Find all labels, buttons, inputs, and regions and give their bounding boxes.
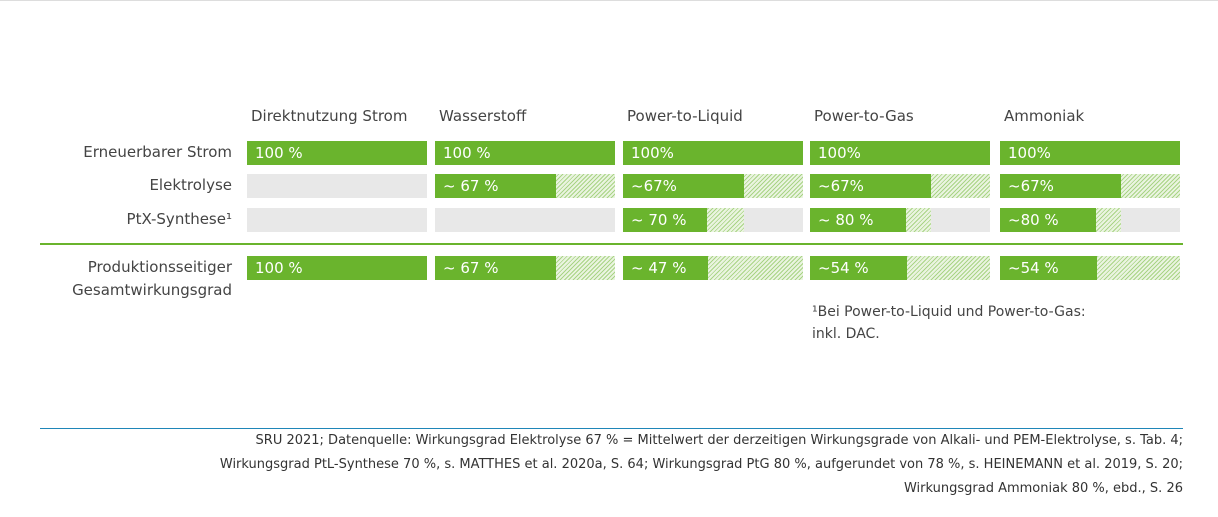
cell bbox=[435, 208, 615, 232]
row-label: Produktionsseitiger Gesamtwirkungsgrad bbox=[72, 258, 232, 299]
column-header: Wasserstoff bbox=[439, 107, 527, 125]
bar bbox=[247, 141, 427, 165]
cell: ~67% bbox=[810, 174, 990, 198]
cell: 100 % bbox=[247, 256, 427, 280]
bar bbox=[435, 256, 556, 280]
bar bbox=[810, 208, 907, 232]
cell: 100% bbox=[623, 141, 803, 165]
bar bbox=[623, 141, 803, 165]
cell: ~54 % bbox=[1000, 256, 1180, 280]
value-label: ~67% bbox=[1008, 177, 1054, 195]
bar bbox=[1000, 141, 1180, 165]
bar bbox=[1000, 174, 1121, 198]
bar bbox=[1000, 256, 1098, 280]
value-label: 100% bbox=[818, 144, 861, 162]
value-label: ~67% bbox=[631, 177, 677, 195]
row-label: Elektrolyse bbox=[149, 176, 232, 194]
cell: ~67% bbox=[1000, 174, 1180, 198]
bar bbox=[435, 174, 556, 198]
value-label: 100 % bbox=[255, 144, 303, 162]
footnote: ¹Bei Power-to-Liquid und Power-to-Gas: bbox=[812, 304, 1086, 320]
cell: 100% bbox=[810, 141, 990, 165]
cell: 100 % bbox=[435, 141, 615, 165]
row-label: PtX-Synthese¹ bbox=[126, 210, 232, 228]
value-label: ~80 % bbox=[1008, 211, 1059, 229]
cell: ~ 70 % bbox=[623, 208, 803, 232]
cell bbox=[247, 174, 427, 198]
bar bbox=[810, 174, 931, 198]
cell: ~80 % bbox=[1000, 208, 1180, 232]
bar bbox=[623, 256, 708, 280]
value-label: ~67% bbox=[818, 177, 864, 195]
value-label: ~ 70 % bbox=[631, 211, 687, 229]
column-header: Power-to-Liquid bbox=[627, 107, 743, 125]
cell: 100% bbox=[1000, 141, 1180, 165]
bar bbox=[247, 256, 427, 280]
bar bbox=[623, 208, 708, 232]
source-rule bbox=[40, 428, 1183, 429]
cell: ~ 47 % bbox=[623, 256, 803, 280]
source: SRU 2021; Datenquelle: Wirkungsgrad Elek… bbox=[255, 433, 1183, 448]
cell: ~67% bbox=[623, 174, 803, 198]
cell: 100 % bbox=[247, 141, 427, 165]
cell: ~ 80 % bbox=[810, 208, 990, 232]
value-label: ~ 80 % bbox=[818, 211, 874, 229]
value-label: ~54 % bbox=[818, 259, 869, 277]
value-label: ~ 47 % bbox=[631, 259, 687, 277]
value-label: 100 % bbox=[255, 259, 303, 277]
bar bbox=[810, 141, 990, 165]
value-label: ~ 67 % bbox=[443, 177, 499, 195]
value-label: ~ 67 % bbox=[443, 259, 499, 277]
bar bbox=[1000, 208, 1097, 232]
bar bbox=[623, 174, 744, 198]
value-label: 100% bbox=[1008, 144, 1051, 162]
source: Wirkungsgrad Ammoniak 80 %, ebd., S. 26 bbox=[903, 481, 1183, 496]
cell: ~ 67 % bbox=[435, 174, 615, 198]
cell: ~54 % bbox=[810, 256, 990, 280]
value-label: 100% bbox=[631, 144, 674, 162]
column-header: Ammoniak bbox=[1004, 107, 1085, 125]
bar bbox=[435, 141, 615, 165]
row-label: Erneuerbarer Strom bbox=[83, 143, 232, 161]
cell: ~ 67 % bbox=[435, 256, 615, 280]
cell bbox=[247, 208, 427, 232]
value-label: ~54 % bbox=[1008, 259, 1059, 277]
footnote: inkl. DAC. bbox=[812, 326, 880, 342]
source: Wirkungsgrad PtL-Synthese 70 %, s. MATTH… bbox=[219, 457, 1183, 472]
column-header: Power-to-Gas bbox=[814, 107, 914, 125]
value-label: 100 % bbox=[443, 144, 491, 162]
column-header: Direktnutzung Strom bbox=[251, 107, 408, 125]
separator bbox=[40, 243, 1183, 245]
bar bbox=[810, 256, 908, 280]
